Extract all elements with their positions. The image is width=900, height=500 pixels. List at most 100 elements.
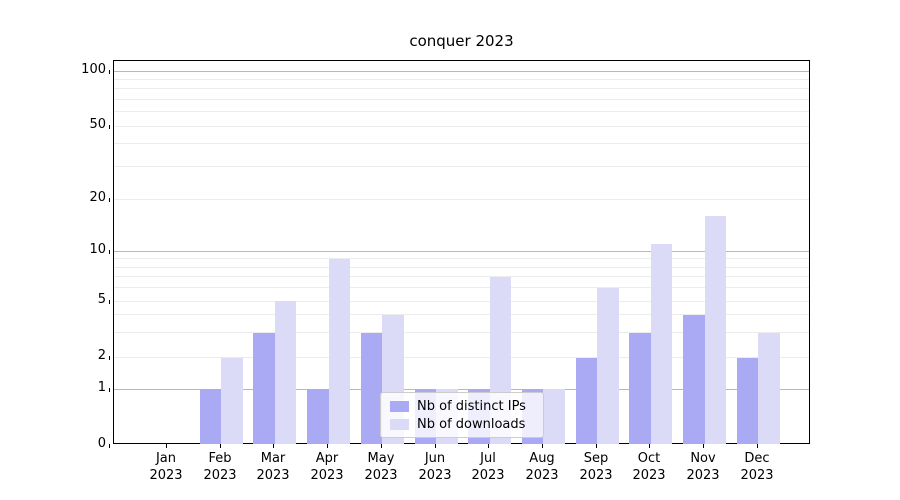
bar <box>597 287 619 444</box>
major-gridline <box>114 71 809 72</box>
month-label: Dec <box>744 451 770 466</box>
year-label: 2023 <box>149 468 183 483</box>
x-tick-label: Mar 2023 <box>241 450 305 484</box>
x-tick-label: Apr 2023 <box>295 450 359 484</box>
minor-gridline <box>114 111 809 112</box>
x-tick-mark <box>649 444 650 448</box>
minor-gridline <box>114 267 809 268</box>
minor-gridline <box>114 357 809 358</box>
downloads-series-swatch-icon <box>390 419 409 430</box>
bar <box>199 389 222 444</box>
y-tick-label: 0 <box>97 436 106 451</box>
month-label: Nov <box>690 451 716 466</box>
x-tick-mark <box>166 444 167 448</box>
minor-gridline <box>114 301 809 302</box>
ips-series-swatch-icon <box>390 401 409 412</box>
minor-gridline <box>114 276 809 277</box>
month-label: May <box>367 451 395 466</box>
minor-gridline <box>114 166 809 167</box>
major-gridline <box>114 389 809 390</box>
month-label: Feb <box>208 451 232 466</box>
y-tick-mark <box>109 444 110 448</box>
minor-gridline <box>114 199 809 200</box>
x-tick-mark <box>703 444 704 448</box>
x-tick-mark <box>542 444 543 448</box>
y-tick-mark <box>109 300 110 304</box>
bar <box>629 332 651 444</box>
plot-area <box>113 60 810 444</box>
year-label: 2023 <box>632 468 666 483</box>
y-tick-mark <box>109 388 110 392</box>
bar <box>360 332 383 444</box>
bar <box>758 332 780 444</box>
y-tick-mark <box>109 70 110 74</box>
x-tick-label: Feb 2023 <box>188 450 252 484</box>
month-label: Mar <box>260 451 286 466</box>
bar <box>328 258 351 444</box>
y-tick-label: 100 <box>81 62 106 77</box>
legend-label: Nb of distinct IPs <box>417 399 526 414</box>
month-label: Sep <box>583 451 609 466</box>
y-tick-label: 1 <box>97 380 106 395</box>
bar <box>650 243 673 444</box>
x-tick-label: May 2023 <box>349 450 413 484</box>
y-tick-mark <box>109 250 110 254</box>
major-gridline <box>114 251 809 252</box>
year-label: 2023 <box>203 468 237 483</box>
y-tick-label: 20 <box>89 190 106 205</box>
legend-entry-distinct-ips: Nb of distinct IPs <box>390 398 535 415</box>
bar <box>274 301 297 444</box>
minor-gridline <box>114 314 809 315</box>
year-label: 2023 <box>579 468 613 483</box>
x-tick-mark <box>488 444 489 448</box>
minor-gridline <box>114 258 809 259</box>
year-label: 2023 <box>471 468 505 483</box>
y-tick-label: 10 <box>89 242 106 257</box>
legend: Nb of distinct IPs Nb of downloads <box>380 392 544 438</box>
year-label: 2023 <box>525 468 559 483</box>
chart-title: conquer 2023 <box>409 32 514 50</box>
x-tick-mark <box>596 444 597 448</box>
x-tick-label: Jan 2023 <box>134 450 198 484</box>
x-tick-label: Oct 2023 <box>617 450 681 484</box>
year-label: 2023 <box>686 468 720 483</box>
minor-gridline <box>114 88 809 89</box>
x-tick-label: Jun 2023 <box>403 450 467 484</box>
x-tick-mark <box>327 444 328 448</box>
x-tick-mark <box>273 444 274 448</box>
minor-gridline <box>114 126 809 127</box>
x-tick-mark <box>381 444 382 448</box>
y-tick-mark <box>109 125 110 129</box>
x-tick-mark <box>220 444 221 448</box>
month-label: Jan <box>155 451 177 466</box>
month-label: Aug <box>529 451 555 466</box>
bar <box>221 357 243 444</box>
bar <box>253 332 275 444</box>
x-tick-label: Jul 2023 <box>456 450 520 484</box>
bar <box>683 314 705 444</box>
year-label: 2023 <box>364 468 398 483</box>
minor-gridline <box>114 99 809 100</box>
minor-gridline <box>114 143 809 144</box>
legend-label: Nb of downloads <box>417 417 526 432</box>
year-label: 2023 <box>418 468 452 483</box>
bar <box>736 357 759 444</box>
bar <box>575 357 598 444</box>
bar <box>704 215 726 444</box>
x-tick-label: Dec 2023 <box>725 450 789 484</box>
x-tick-label: Sep 2023 <box>564 450 628 484</box>
year-label: 2023 <box>310 468 344 483</box>
month-label: Oct <box>637 451 661 466</box>
y-tick-mark <box>109 356 110 360</box>
y-tick-label: 2 <box>97 348 106 363</box>
x-tick-mark <box>757 444 758 448</box>
y-tick-label: 5 <box>97 292 106 307</box>
minor-gridline <box>114 332 809 333</box>
minor-gridline <box>114 79 809 80</box>
y-tick-label: 50 <box>89 117 106 132</box>
month-label: Jun <box>424 451 446 466</box>
legend-entry-downloads: Nb of downloads <box>390 416 535 433</box>
x-tick-mark <box>435 444 436 448</box>
minor-gridline <box>114 287 809 288</box>
